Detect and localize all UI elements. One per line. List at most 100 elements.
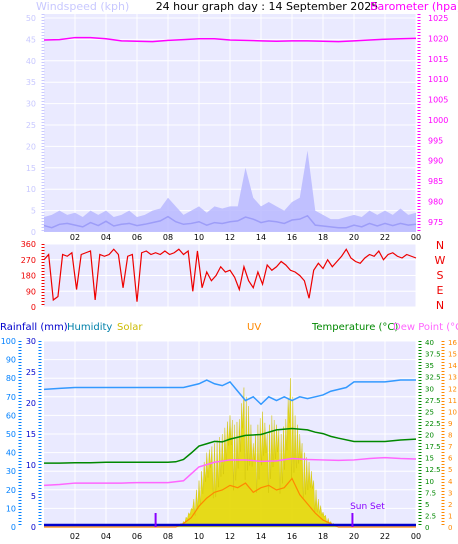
direction-tick-label: 90 [26, 287, 36, 296]
wind-tick-label: 15 [26, 164, 36, 173]
humidity-tick-label: 20 [6, 486, 16, 495]
uv-tick-label: 6 [448, 455, 453, 463]
x-tick-label: 06 [132, 532, 142, 541]
temperature-tick-label: 2.5 [425, 512, 436, 520]
x-tick-label: 12 [225, 233, 235, 242]
humidity-tick-label: 70 [6, 393, 16, 402]
barometer-tick-label: 1025 [428, 14, 448, 23]
x-tick-label: 00 [411, 532, 421, 541]
x-tick-label: 02 [70, 233, 80, 242]
uv-tick-label: 5 [448, 466, 452, 474]
temperature-tick-label: 37.5 [425, 351, 441, 359]
uv-tick-label: 1 [448, 512, 452, 520]
barometer-tick-label: 980 [428, 197, 443, 206]
uv-tick-label: 11 [448, 397, 457, 405]
wind-tick-label: 40 [26, 57, 36, 66]
uv-tick-label: 15 [448, 351, 457, 359]
humidity-series [43, 379, 416, 406]
x-tick-label: 22 [380, 233, 390, 242]
wind-tick-label: 45 [26, 35, 36, 44]
temperature-tick-label: 40 [425, 339, 434, 347]
barometer-series [43, 36, 417, 43]
x-tick-label: 20 [349, 532, 359, 541]
wind-tick-label: 35 [26, 78, 36, 87]
barometer-tick-label: 1000 [428, 116, 448, 125]
rain-tick-label: 25 [26, 368, 36, 377]
wind-tick-label: 20 [26, 142, 36, 151]
windspeed-axis-title: Windspeed (kph) [36, 0, 129, 13]
barometer-tick-label: 975 [428, 218, 443, 227]
compass-label: N [436, 239, 444, 252]
barometer-tick-label: 1010 [428, 75, 448, 84]
humidity-tick-label: 80 [6, 374, 16, 383]
uv-tick-label: 4 [448, 478, 453, 486]
rain-tick-label: 5 [31, 492, 36, 501]
direction-tick-label: 180 [21, 272, 36, 281]
rain-tick-label: 0 [31, 523, 36, 532]
barometer-tick-label: 985 [428, 177, 443, 186]
barometer-tick-label: 1020 [428, 34, 448, 43]
uv-tick-label: 12 [448, 385, 457, 393]
x-tick-label: 12 [225, 532, 235, 541]
wind-tick-label: 25 [26, 121, 36, 130]
rain-tick-label: 15 [26, 430, 36, 439]
x-tick-label: 14 [256, 532, 266, 541]
rain-tick-label: 20 [26, 399, 36, 408]
barometer-axis-title: Barometer (hpa) [370, 0, 458, 13]
wind-tick-label: 0 [31, 228, 36, 237]
wind-barometer-panel: 0510152025303540455097598098599099510001… [26, 14, 448, 242]
x-tick-label: 16 [287, 532, 297, 541]
wind-tick-label: 5 [31, 207, 36, 216]
x-tick-label: 22 [380, 532, 390, 541]
direction-tick-label: 0 [31, 303, 36, 312]
compass-label: E [437, 284, 444, 297]
x-tick-label: 10 [194, 532, 204, 541]
wind-direction-series [43, 248, 417, 302]
rain-tick-label: 10 [26, 461, 36, 470]
x-tick-label: 04 [101, 532, 111, 541]
x-tick-label: 14 [256, 233, 266, 242]
uv-tick-label: 16 [448, 339, 457, 347]
barometer-tick-label: 1005 [428, 96, 448, 105]
direction-tick-label: 360 [21, 240, 36, 249]
wind-tick-label: 30 [26, 100, 36, 109]
temperature-tick-label: 20 [425, 432, 434, 440]
x-tick-label: 08 [163, 532, 173, 541]
uv-tick-label: 0 [448, 524, 452, 532]
wind-tick-label: 50 [26, 14, 36, 23]
chart-titles: Windspeed (kph) 24 hour graph day : 14 Se… [36, 0, 458, 13]
humidity-tick-label: 90 [6, 356, 16, 365]
temperature-tick-label: 22.5 [425, 420, 441, 428]
x-tick-label: 18 [318, 532, 328, 541]
uv-tick-label: 3 [448, 489, 452, 497]
humidity-tick-label: 10 [6, 504, 16, 513]
temperature-tick-label: 7.5 [425, 489, 436, 497]
x-tick-label: 00 [411, 233, 421, 242]
climate-panel: Rainfall (mm) Humidity Solar UV Temperature … [0, 322, 458, 541]
barometer-tick-label: 990 [428, 157, 443, 166]
x-tick-label: 08 [163, 233, 173, 242]
uv-tick-label: 2 [448, 501, 452, 509]
barometer-tick-label: 1015 [428, 55, 448, 64]
uv-tick-label: 10 [448, 408, 457, 416]
temperature-tick-label: 35 [425, 362, 434, 370]
uv-label: UV [247, 322, 261, 333]
x-tick-label: 16 [287, 233, 297, 242]
x-tick-label: 20 [349, 233, 359, 242]
compass-label: S [437, 269, 444, 282]
compass-label: N [436, 299, 444, 312]
barometer-tick-label: 995 [428, 136, 443, 145]
x-tick-label: 02 [70, 532, 80, 541]
temperature-tick-label: 17.5 [425, 443, 441, 451]
x-tick-label: 06 [132, 233, 142, 242]
temperature-tick-label: 15 [425, 455, 434, 463]
temperature-tick-label: 12.5 [425, 466, 441, 474]
wind-tick-label: 10 [26, 185, 36, 194]
compass-label: W [435, 254, 446, 267]
uv-tick-label: 9 [448, 420, 452, 428]
uv-series [44, 477, 416, 528]
solar-label: Solar [117, 322, 143, 333]
humidity-tick-label: 60 [6, 411, 16, 420]
dew-point-label: Dew Point (°C) [393, 322, 458, 333]
dew-point-series [43, 456, 417, 487]
